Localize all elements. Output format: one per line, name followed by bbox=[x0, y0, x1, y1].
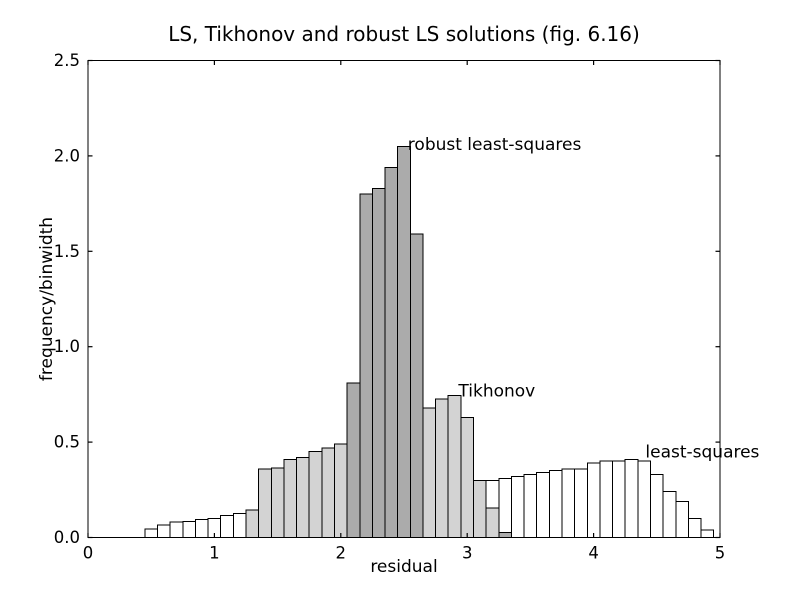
histogram-bar-least-squares bbox=[612, 460, 626, 538]
x-axis-label: residual bbox=[370, 557, 437, 577]
histogram-bar-robust-least-squares bbox=[397, 145, 411, 539]
plot-frame bbox=[87, 59, 721, 539]
annotation-least-squares: least-squares bbox=[645, 442, 759, 462]
histogram-bar-least-squares bbox=[510, 475, 525, 539]
histogram-bar-robust-least-squares bbox=[409, 233, 424, 538]
histogram-bar-tikhonov bbox=[485, 507, 500, 538]
histogram-bar-robust-least-squares bbox=[371, 187, 386, 538]
y-tick-label: 0.0 bbox=[54, 528, 80, 547]
annotation-tikhonov: Tikhonov bbox=[457, 381, 535, 401]
y-tick-label: 1.0 bbox=[54, 337, 80, 356]
y-tick-label: 1.5 bbox=[54, 242, 80, 261]
histogram-bar-least-squares bbox=[169, 521, 184, 538]
histogram-bar-tikhonov bbox=[422, 407, 437, 539]
histogram-bar-least-squares bbox=[574, 468, 588, 538]
histogram-bar-least-squares bbox=[536, 472, 550, 539]
y-tick-label: 2.0 bbox=[54, 146, 80, 165]
histogram-bar-tikhonov bbox=[473, 479, 487, 539]
histogram-bar-least-squares bbox=[687, 517, 702, 538]
histogram-bar-tikhonov bbox=[321, 447, 335, 539]
histogram-bar-tikhonov bbox=[308, 451, 323, 539]
histogram-bar-tikhonov bbox=[435, 398, 449, 539]
histogram-bar-least-squares bbox=[599, 460, 614, 538]
histogram-bar-tikhonov bbox=[460, 416, 475, 538]
annotation-robust-least-squares: robust least-squares bbox=[408, 135, 582, 155]
histogram-bar-robust-least-squares bbox=[498, 532, 512, 538]
histogram-bar-least-squares bbox=[523, 474, 538, 539]
x-tick-label: 2 bbox=[336, 544, 347, 563]
y-axis-label: frequency/binwidth bbox=[37, 217, 57, 381]
histogram-bar-least-squares bbox=[157, 524, 171, 538]
x-tick-label: 4 bbox=[588, 544, 599, 563]
x-tick-label: 3 bbox=[462, 544, 473, 563]
histogram-bar-least-squares bbox=[675, 500, 689, 538]
histogram-bar-tikhonov bbox=[270, 467, 285, 538]
histogram-bar-least-squares bbox=[220, 515, 234, 538]
histogram-bar-tikhonov bbox=[296, 456, 310, 538]
histogram-bar-least-squares bbox=[624, 458, 639, 538]
y-tick-label: 2.5 bbox=[54, 51, 80, 70]
histogram-bar-tikhonov bbox=[258, 468, 272, 538]
histogram-bar-least-squares bbox=[182, 520, 196, 539]
x-tick-label: 0 bbox=[83, 544, 94, 563]
histogram-bar-least-squares bbox=[637, 460, 651, 538]
histogram-bar-robust-least-squares bbox=[359, 193, 373, 538]
histogram-bar-least-squares bbox=[144, 528, 159, 538]
x-tick-label: 1 bbox=[209, 544, 220, 563]
histogram-bar-least-squares bbox=[561, 468, 576, 538]
y-tick-label: 0.5 bbox=[54, 433, 80, 452]
histogram-bar-tikhonov bbox=[333, 443, 348, 539]
histogram-bar-least-squares bbox=[586, 462, 601, 538]
histogram-bar-tikhonov bbox=[447, 394, 462, 538]
histogram-bar-least-squares bbox=[649, 474, 664, 539]
histogram-bar-least-squares bbox=[498, 477, 512, 539]
histogram-bar-robust-least-squares bbox=[346, 382, 361, 539]
histogram-bar-tikhonov bbox=[283, 458, 298, 538]
histogram-bar-tikhonov bbox=[245, 509, 260, 538]
histogram-bar-least-squares bbox=[194, 518, 209, 538]
histogram-bar-least-squares bbox=[232, 513, 247, 539]
histogram-bar-robust-least-squares bbox=[384, 166, 399, 538]
histogram-bar-least-squares bbox=[548, 470, 563, 538]
histogram-bar-least-squares bbox=[662, 491, 677, 538]
histogram-bar-least-squares bbox=[700, 529, 715, 538]
chart-title: LS, Tikhonov and robust LS solutions (fi… bbox=[168, 22, 640, 46]
x-tick-label: 5 bbox=[715, 544, 726, 563]
